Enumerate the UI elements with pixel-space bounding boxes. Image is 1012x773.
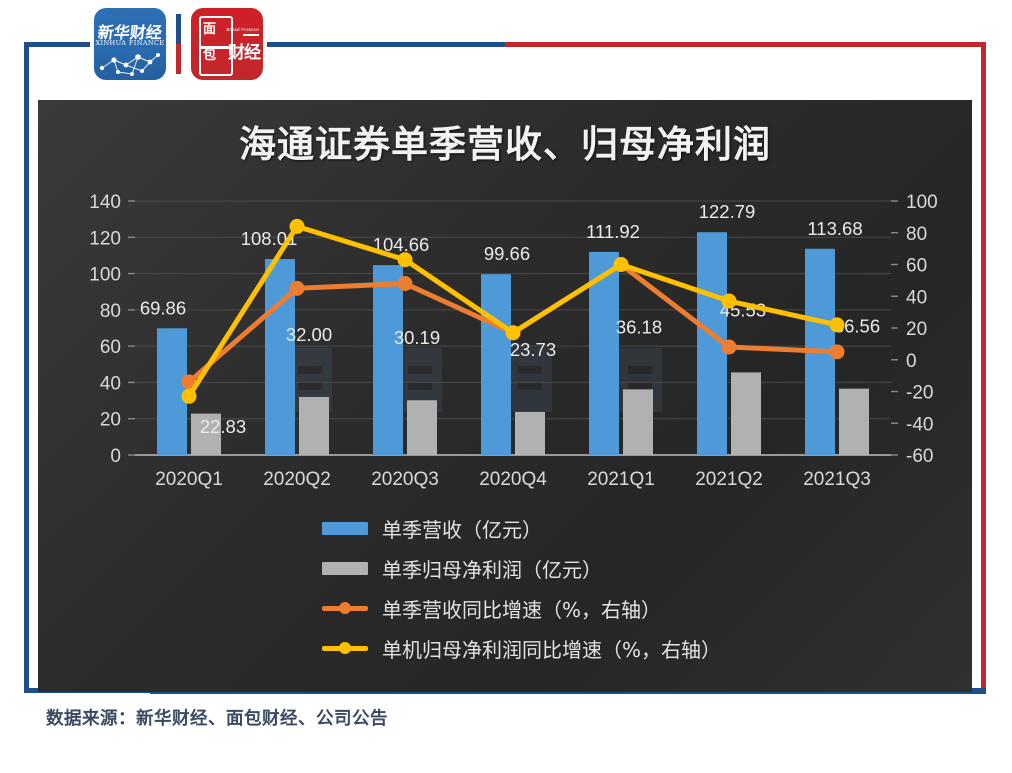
svg-text:0: 0 <box>110 446 121 467</box>
svg-text:40: 40 <box>906 287 927 308</box>
svg-text:20: 20 <box>100 410 121 431</box>
bar <box>373 265 403 455</box>
chart-panel: 海通证券单季营收、归母净利润 0 20 40 60 80 100 120 140 -60 -40 -… <box>38 100 972 692</box>
legend-item[interactable]: 单机归母净利润同比增速（%，右轴） <box>38 628 972 668</box>
bar <box>731 372 761 455</box>
legend-bar-swatch <box>322 521 368 535</box>
svg-text:60: 60 <box>906 256 927 277</box>
svg-text:40: 40 <box>100 373 121 394</box>
brand-logos: 新华财经 XINHUA FINANCE 面 <box>90 8 267 80</box>
xinhua-finance-logo: 新华财经 XINHUA FINANCE <box>94 8 166 80</box>
xinhua-logo-en-text: XINHUA FINANCE <box>95 39 165 47</box>
mianbao-logo-cn-right: 财经 <box>228 43 261 63</box>
mianbao-logo-dash <box>243 34 259 36</box>
svg-text:99.66: 99.66 <box>484 243 530 264</box>
data-source-note: 数据来源：新华财经、面包财经、公司公告 <box>46 709 388 729</box>
legend-item[interactable]: 单季营收（亿元） <box>38 508 972 548</box>
legend-line-swatch <box>322 641 368 655</box>
svg-text:36.18: 36.18 <box>616 316 662 337</box>
svg-text:100: 100 <box>906 192 938 213</box>
svg-text:2021Q3: 2021Q3 <box>803 469 871 490</box>
legend-label: 单季营收同比增速（%，右轴） <box>382 597 662 622</box>
bar <box>299 396 329 455</box>
legend-marker-dot <box>339 602 351 614</box>
frame-border-top-right <box>505 42 986 47</box>
svg-text:111.92: 111.92 <box>586 221 640 242</box>
svg-text:120: 120 <box>89 228 121 249</box>
svg-text:-20: -20 <box>906 383 933 404</box>
data-point <box>721 339 737 355</box>
network-graphic-icon <box>99 53 160 76</box>
frame-border-bottom-accent <box>150 692 986 694</box>
data-point <box>505 325 521 341</box>
svg-text:2021Q2: 2021Q2 <box>695 469 763 490</box>
svg-text:80: 80 <box>906 224 927 245</box>
data-point <box>397 252 413 268</box>
svg-text:20: 20 <box>906 319 927 340</box>
svg-text:22.83: 22.83 <box>200 416 246 437</box>
data-point <box>397 276 413 292</box>
data-point <box>829 317 845 333</box>
bar <box>623 389 653 455</box>
data-point <box>613 257 629 272</box>
svg-text:-40: -40 <box>906 414 933 435</box>
mianbao-logo-cn-2: 包 <box>203 48 217 63</box>
svg-text:69.86: 69.86 <box>140 297 186 318</box>
legend-line-swatch <box>322 601 368 615</box>
svg-text:36.56: 36.56 <box>834 316 880 337</box>
chart-legend: 单季营收（亿元） 单季归母净利润（亿元） 单季营收同比增速（%，右轴） 单机归母净利润… <box>38 508 972 668</box>
svg-text:122.79: 122.79 <box>699 201 756 222</box>
bar <box>191 413 221 455</box>
svg-text:100: 100 <box>89 265 121 286</box>
svg-text:2021Q1: 2021Q1 <box>587 469 655 490</box>
bar <box>407 400 437 455</box>
bar <box>157 328 187 455</box>
data-point <box>289 218 305 234</box>
svg-text:32.00: 32.00 <box>286 324 332 345</box>
mianbao-finance-logo: 面 包 Bread Finance 财经 <box>191 8 263 80</box>
data-point <box>829 344 845 360</box>
svg-text:2020Q2: 2020Q2 <box>263 469 331 490</box>
mianbao-logo-en-text: Bread Finance <box>226 27 259 32</box>
legend-label: 单季归母净利润（亿元） <box>382 557 602 582</box>
frame-border-left <box>24 42 29 693</box>
mianbao-logo-frame <box>199 16 233 76</box>
frame-border-right <box>981 42 986 693</box>
legend-label: 单机归母净利润同比增速（%，右轴） <box>382 637 722 662</box>
chart-title: 海通证券单季营收、归母净利润 <box>239 122 771 166</box>
legend-label: 单季营收（亿元） <box>382 517 542 542</box>
legend-bar-swatch <box>322 561 368 575</box>
bar <box>515 411 545 455</box>
data-point <box>289 280 305 296</box>
legend-item[interactable]: 单季营收同比增速（%，右轴） <box>38 588 972 628</box>
svg-text:2020Q4: 2020Q4 <box>479 469 547 490</box>
chart-plot-area: 0 20 40 60 80 100 120 140 -60 -40 -20 0 20 40 60 80 100 6… <box>38 100 972 692</box>
svg-text:60: 60 <box>100 337 121 358</box>
logo-divider <box>176 14 181 74</box>
data-point <box>181 388 197 404</box>
svg-text:30.19: 30.19 <box>394 327 440 348</box>
legend-marker-dot <box>339 642 351 654</box>
svg-text:140: 140 <box>89 192 121 213</box>
combo-chart-svg: 0 20 40 60 80 100 120 140 -60 -40 -20 0 20 40 60 80 100 6… <box>89 192 938 490</box>
svg-text:113.68: 113.68 <box>807 218 862 239</box>
data-point <box>721 293 737 309</box>
bar <box>839 388 869 455</box>
svg-text:2020Q3: 2020Q3 <box>371 469 439 490</box>
svg-text:23.73: 23.73 <box>510 339 556 360</box>
svg-text:104.66: 104.66 <box>373 234 430 255</box>
svg-text:-60: -60 <box>906 446 933 467</box>
legend-item[interactable]: 单季归母净利润（亿元） <box>38 548 972 588</box>
mianbao-logo-cn-1: 面 <box>203 22 217 37</box>
svg-text:0: 0 <box>906 351 917 372</box>
bar <box>589 251 619 455</box>
svg-text:2020Q1: 2020Q1 <box>155 469 223 490</box>
svg-text:80: 80 <box>100 301 121 322</box>
bar <box>481 274 511 455</box>
